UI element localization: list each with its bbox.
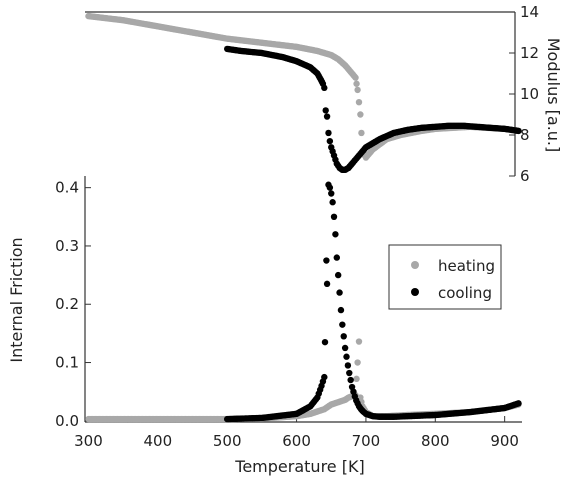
x-tick-label: 500	[213, 432, 242, 450]
x-tick-label: 900	[490, 432, 519, 450]
friction-heating-point	[354, 359, 361, 366]
modulus-cooling-point	[515, 127, 522, 135]
modulus-cooling-point	[322, 107, 329, 114]
modulus-heating-point	[358, 129, 365, 137]
friction-cooling-point	[330, 213, 338, 221]
friction-cooling-point	[343, 353, 350, 360]
modulus-heating-point	[353, 80, 360, 87]
modulus-heating-point	[357, 111, 364, 118]
legend-marker-heating	[411, 261, 419, 269]
x-tick-label: 400	[144, 432, 173, 450]
modulus-cooling-point	[326, 137, 334, 145]
modulus-cooling-point	[325, 129, 332, 137]
modulus-panel: 6 8 10 12 14 Modulus [a.u.]	[85, 3, 563, 185]
friction-heating-point	[355, 338, 363, 345]
legend: heating cooling	[388, 244, 502, 310]
friction-cooling-point	[346, 369, 353, 377]
modulus-y-ticks: 6 8 10 12 14	[509, 3, 539, 185]
legend-label-heating: heating	[438, 257, 495, 275]
friction-y-tick-label: 0.2	[55, 295, 79, 313]
x-axis-label: Temperature [K]	[234, 457, 364, 476]
friction-cooling-point	[334, 271, 342, 279]
modulus-axis-label: Modulus [a.u.]	[544, 38, 563, 153]
internal-friction-panel: 0.0 0.1 0.2 0.3 0.4 300 400 500 600 700 800 900 In…	[7, 176, 522, 476]
friction-cooling-point	[333, 254, 340, 261]
x-tick-label: 700	[352, 432, 381, 450]
modulus-points	[85, 12, 522, 174]
modulus-y-tick-label: 8	[520, 126, 530, 144]
x-ticks: 300 400 500 600 700 800 900	[74, 416, 519, 450]
x-tick-label: 800	[421, 432, 450, 450]
friction-points	[85, 181, 522, 423]
friction-y-tick-label: 0.4	[55, 179, 79, 197]
friction-cooling-point	[323, 280, 331, 288]
friction-cooling-point	[336, 289, 343, 296]
friction-cooling-point	[344, 362, 352, 369]
modulus-cooling-point	[321, 84, 328, 92]
friction-cooling-point	[328, 190, 335, 197]
friction-y-tick-label: 0.1	[55, 354, 79, 372]
friction-y-ticks: 0.0 0.1 0.2 0.3 0.4	[55, 179, 91, 430]
friction-cooling-point	[321, 338, 329, 346]
x-tick-label: 300	[74, 432, 103, 450]
friction-cooling-point	[329, 199, 336, 206]
modulus-y-tick-label: 12	[520, 44, 539, 62]
modulus-heating-point	[355, 99, 363, 106]
friction-heating-point	[353, 375, 360, 383]
legend-label-cooling: cooling	[438, 284, 492, 302]
friction-axis-label: Internal Friction	[7, 237, 26, 362]
modulus-y-tick-label: 14	[520, 3, 539, 21]
modulus-cooling-point	[323, 113, 331, 120]
friction-cooling-point	[332, 231, 339, 238]
friction-cooling-point	[347, 376, 354, 384]
friction-cooling-point	[515, 400, 522, 407]
friction-cooling-point	[323, 257, 330, 264]
friction-cooling-point	[321, 373, 328, 381]
modulus-heating-point	[354, 86, 361, 94]
legend-marker-cooling	[411, 288, 419, 296]
x-tick-label: 600	[282, 432, 311, 450]
friction-y-tick-label: 0.0	[55, 412, 79, 430]
friction-cooling-point	[341, 344, 349, 352]
friction-cooling-point	[337, 306, 345, 314]
modulus-y-tick-label: 10	[520, 85, 539, 103]
friction-cooling-point	[326, 184, 334, 191]
modulus-heating-point	[352, 74, 359, 81]
modulus-y-tick-label: 6	[520, 167, 530, 185]
legend-box	[388, 244, 502, 310]
friction-cooling-point	[339, 321, 346, 328]
friction-cooling-point	[340, 333, 347, 340]
friction-y-tick-label: 0.3	[55, 237, 79, 255]
